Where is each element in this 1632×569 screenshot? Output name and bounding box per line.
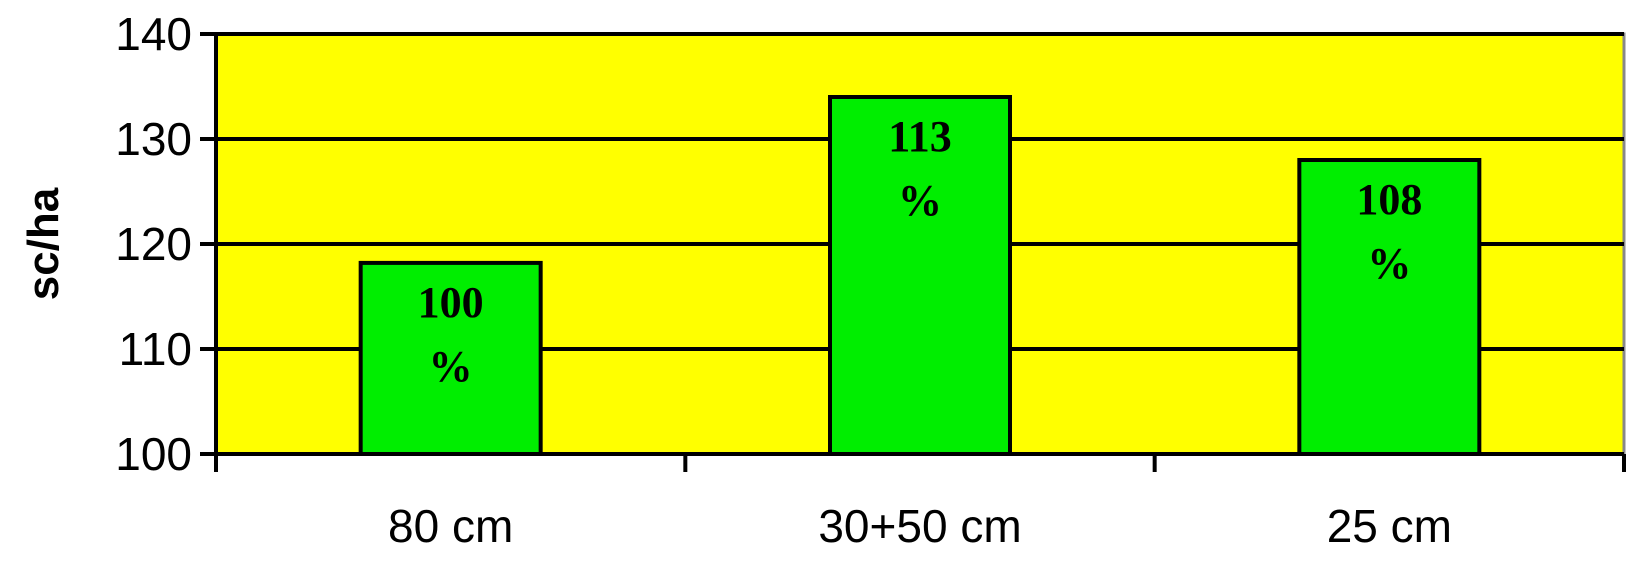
bar-2 (828, 95, 1012, 456)
y-tick-label: 120 (115, 218, 192, 270)
data-labels: 100% 113% 108% (418, 112, 1423, 391)
bar-3 (1297, 158, 1482, 456)
y-tick-label: 110 (119, 323, 192, 375)
bar-value-label: % (1367, 239, 1411, 288)
y-tick-label: 130 (115, 113, 192, 165)
y-ticks: 100 110 120 130 140 (115, 8, 216, 480)
bar-value-label: 113 (888, 112, 952, 161)
y-axis-label: sc/ha (19, 187, 68, 300)
bar-value-label: 108 (1356, 175, 1422, 224)
y-tick-label: 100 (115, 428, 192, 480)
bar-value-label: % (898, 176, 942, 225)
x-tick-label: 25 cm (1327, 500, 1452, 552)
bar-value-label: 100 (418, 278, 484, 327)
x-ticks: 80 cm 30+50 cm 25 cm (214, 454, 1626, 552)
x-tick-label: 80 cm (388, 500, 513, 552)
y-tick-label: 140 (115, 8, 192, 60)
x-tick-label: 30+50 cm (818, 500, 1021, 552)
bar-value-label: % (429, 342, 473, 391)
